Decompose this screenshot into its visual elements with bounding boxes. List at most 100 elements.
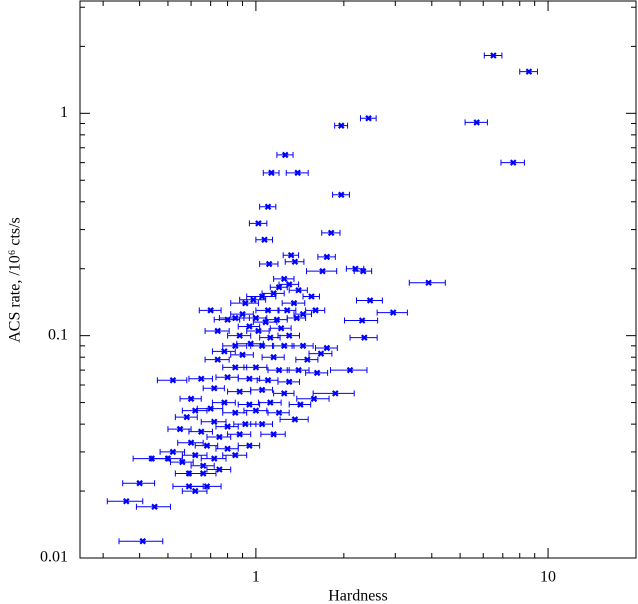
- point: [323, 344, 331, 352]
- x-tick-label: 1: [252, 569, 260, 586]
- point: [317, 350, 325, 357]
- point: [280, 390, 288, 397]
- point: [327, 229, 335, 237]
- point: [221, 399, 228, 406]
- point: [224, 423, 231, 430]
- point: [207, 405, 214, 412]
- point: [224, 316, 231, 323]
- point: [473, 119, 481, 126]
- point: [346, 366, 354, 374]
- point: [255, 220, 262, 227]
- point: [281, 151, 289, 159]
- point: [359, 267, 367, 275]
- point: [295, 286, 302, 294]
- point: [242, 420, 249, 428]
- point: [258, 293, 266, 300]
- point: [169, 376, 177, 384]
- point: [236, 332, 243, 339]
- point: [216, 433, 223, 441]
- point: [280, 275, 288, 283]
- point: [252, 407, 260, 414]
- point: [361, 334, 368, 341]
- point: [283, 307, 291, 314]
- y-tick-label: 0.1: [48, 326, 68, 343]
- point: [246, 323, 253, 330]
- point: [293, 314, 301, 322]
- plot-frame: [79, 0, 637, 559]
- error-bar: [118, 538, 164, 545]
- point: [199, 462, 207, 470]
- point: [275, 284, 283, 291]
- point: [258, 420, 266, 428]
- point: [151, 503, 158, 511]
- point: [231, 364, 239, 371]
- point: [291, 258, 299, 266]
- point: [246, 401, 253, 408]
- y-tick-label: 1: [60, 104, 68, 121]
- point: [242, 299, 249, 307]
- point: [265, 260, 273, 268]
- point: [179, 458, 186, 466]
- point: [183, 413, 191, 421]
- point: [261, 236, 268, 244]
- point: [191, 451, 199, 459]
- point: [203, 483, 211, 490]
- point: [270, 290, 277, 297]
- point: [319, 267, 326, 275]
- point: [358, 317, 366, 324]
- point: [332, 390, 339, 397]
- point: [310, 395, 318, 403]
- point: [197, 428, 205, 435]
- point: [285, 332, 293, 339]
- point: [291, 416, 299, 423]
- point: [224, 445, 231, 453]
- point: [252, 364, 260, 371]
- point: [203, 442, 211, 449]
- point: [214, 356, 221, 363]
- point: [299, 342, 307, 350]
- point: [197, 375, 205, 383]
- point: [323, 253, 331, 261]
- point: [122, 497, 130, 505]
- point: [338, 191, 345, 199]
- point: [250, 296, 257, 304]
- point: [275, 366, 283, 374]
- point: [191, 487, 199, 495]
- point: [231, 451, 239, 459]
- x-tick-label: 10: [540, 569, 556, 586]
- point: [221, 348, 228, 355]
- point: [509, 159, 517, 166]
- point: [313, 369, 321, 377]
- x-axis-label: Hardness: [328, 588, 388, 604]
- point: [169, 448, 177, 456]
- point: [285, 378, 293, 386]
- point: [187, 395, 195, 403]
- point: [246, 375, 253, 383]
- point: [187, 439, 195, 446]
- point: [525, 68, 533, 75]
- point: [299, 310, 307, 318]
- point: [199, 470, 207, 477]
- point: [231, 342, 239, 350]
- point: [312, 307, 319, 314]
- point: [214, 327, 221, 335]
- point: [490, 52, 497, 59]
- point: [389, 309, 397, 316]
- point: [268, 169, 275, 177]
- point: [365, 114, 372, 122]
- point: [287, 251, 295, 259]
- point: [308, 293, 315, 300]
- point: [266, 334, 274, 341]
- point: [164, 455, 172, 462]
- point: [139, 537, 147, 545]
- point: [224, 373, 231, 381]
- point: [231, 409, 239, 417]
- point: [425, 279, 432, 287]
- point: [239, 351, 246, 359]
- point: [236, 431, 243, 438]
- point: [366, 297, 374, 304]
- point: [290, 299, 298, 307]
- point: [266, 399, 274, 406]
- point: [295, 366, 302, 374]
